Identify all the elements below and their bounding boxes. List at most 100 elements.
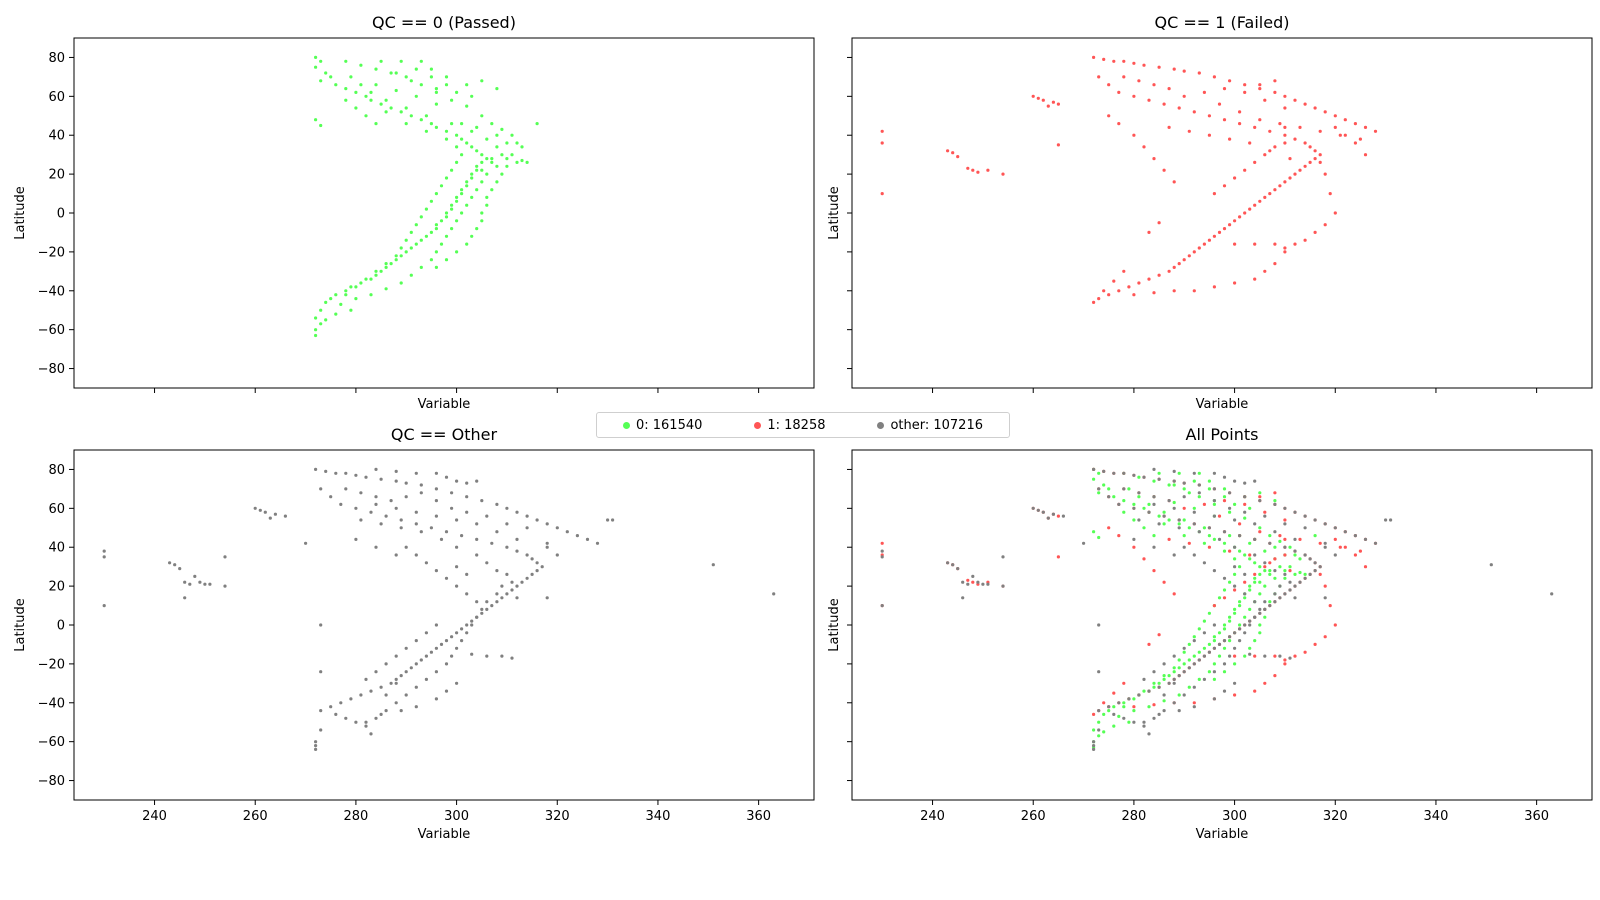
data-point <box>1031 94 1035 98</box>
data-point <box>434 646 438 650</box>
data-point <box>404 495 408 499</box>
data-point <box>1202 526 1206 530</box>
series-other <box>880 467 1554 752</box>
data-point <box>1258 118 1262 122</box>
data-point <box>188 582 192 586</box>
data-point <box>399 59 403 63</box>
data-point <box>505 592 509 596</box>
data-point <box>424 207 428 211</box>
data-point <box>1122 75 1126 79</box>
data-point <box>1248 141 1252 145</box>
data-point <box>1248 541 1252 545</box>
data-point <box>379 712 383 717</box>
data-point <box>1222 118 1227 122</box>
data-point <box>314 316 318 320</box>
data-point <box>1268 149 1272 153</box>
data-point <box>429 258 433 262</box>
data-point <box>1373 541 1378 545</box>
data-point <box>354 473 358 477</box>
data-point <box>535 561 539 565</box>
data-point <box>1273 90 1277 94</box>
data-point <box>495 87 499 91</box>
data-point <box>1263 681 1267 685</box>
data-point <box>951 151 955 155</box>
data-point <box>1112 691 1116 695</box>
data-point <box>465 592 469 596</box>
data-point <box>450 506 454 510</box>
data-point <box>1056 514 1060 518</box>
data-point <box>102 555 106 559</box>
data-point <box>439 184 444 188</box>
data-point <box>961 596 965 600</box>
data-point <box>1278 654 1282 658</box>
data-point <box>1253 639 1257 643</box>
data-point <box>319 59 323 63</box>
data-point <box>1328 192 1332 196</box>
panel-2: QC == 1 (Failed) Variable Latitude <box>827 13 1593 412</box>
x-axis-label: Variable <box>1196 827 1249 842</box>
series-1 <box>880 55 1378 304</box>
data-point <box>434 227 438 231</box>
data-point <box>1222 499 1227 503</box>
data-point <box>1187 541 1191 545</box>
data-point <box>485 600 489 604</box>
data-point <box>1182 258 1186 262</box>
data-point <box>475 188 479 192</box>
data-point <box>1092 477 1096 481</box>
data-point <box>394 506 398 510</box>
data-point <box>1157 712 1161 717</box>
data-point <box>1258 87 1262 91</box>
data-point <box>1308 160 1312 164</box>
data-point <box>460 153 464 157</box>
data-point <box>1112 495 1116 499</box>
data-point <box>424 677 428 682</box>
data-point <box>1177 709 1181 713</box>
data-point <box>1258 631 1262 635</box>
data-point <box>414 662 418 666</box>
data-point <box>419 265 423 269</box>
data-point <box>1182 506 1186 510</box>
data-point <box>961 580 965 584</box>
data-point <box>1273 242 1277 246</box>
data-point <box>394 677 398 682</box>
data-point <box>1177 106 1181 110</box>
data-point <box>1167 518 1171 522</box>
data-point <box>389 106 393 110</box>
data-point <box>1273 545 1277 549</box>
legend-item-other: other: 107216 <box>869 418 991 433</box>
data-point <box>102 604 106 608</box>
data-point <box>1308 557 1312 561</box>
data-point <box>384 709 388 713</box>
data-point <box>1172 180 1176 184</box>
x-tick-label: 240 <box>142 809 167 824</box>
data-point <box>1258 611 1262 615</box>
data-point <box>394 701 398 705</box>
data-point <box>465 572 469 577</box>
data-point <box>1313 106 1317 110</box>
data-point <box>1192 705 1196 709</box>
data-point <box>409 666 413 670</box>
data-point <box>1228 534 1232 538</box>
data-point <box>359 518 363 522</box>
data-point <box>419 83 423 87</box>
data-point <box>455 90 459 94</box>
series-other <box>102 467 776 752</box>
data-point <box>475 164 479 168</box>
data-point <box>1092 530 1096 534</box>
data-point <box>1112 279 1116 283</box>
data-point <box>1142 63 1146 67</box>
data-point <box>1152 670 1156 674</box>
data-point <box>419 59 423 63</box>
data-point <box>1328 604 1332 608</box>
data-point <box>364 475 368 479</box>
data-point <box>460 639 464 643</box>
data-point <box>1152 569 1156 573</box>
data-point <box>1182 94 1186 98</box>
data-point <box>1202 631 1206 635</box>
data-point <box>555 553 559 557</box>
data-point <box>500 584 504 588</box>
data-point <box>1258 199 1262 203</box>
data-point <box>505 572 509 577</box>
data-point <box>1283 576 1287 580</box>
data-point <box>1112 705 1116 709</box>
